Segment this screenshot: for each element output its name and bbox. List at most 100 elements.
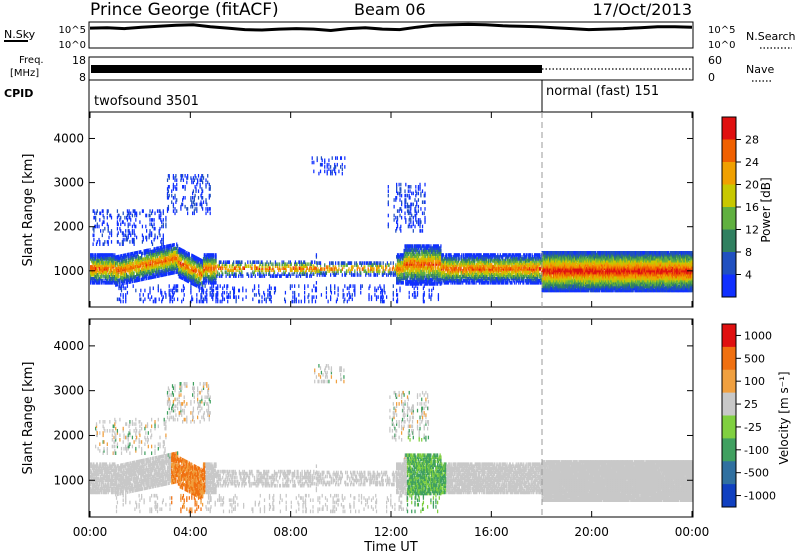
echo-cell [184,174,186,178]
echo-cell [93,237,95,242]
echo-cell [448,279,450,283]
echo-cell [216,290,218,295]
echo-cell [395,198,397,202]
echo-cell [421,250,424,254]
echo-cell [468,255,471,259]
echo-cell [121,242,124,246]
echo-cell [369,261,371,265]
echo-cell [173,284,175,288]
echo-cell [207,273,209,277]
echo-cell [162,255,164,259]
echo-cell [442,277,444,281]
echo-cell [279,262,281,266]
echo-cell [429,266,431,270]
echo-cell [330,171,332,176]
echo-cell [169,261,171,266]
echo-cell [125,277,127,281]
echo-cell [493,273,496,277]
echo-cell [428,262,430,266]
echo-cell [265,299,267,304]
echo-cell [439,250,441,254]
echo-cell [421,258,424,262]
echo-cell [460,275,462,279]
echo-cell [160,213,162,218]
echo-cell [464,257,466,261]
echo-cell [444,257,446,261]
echo-cell [434,278,436,282]
echo-cell [336,269,338,273]
echo-cell [444,261,446,265]
echo-cell [209,257,211,261]
echo-cell [435,276,437,280]
echo-cell [477,261,479,265]
echo-cell [403,274,405,279]
echo-cell [407,264,409,268]
echo-cell [424,258,426,262]
echo-cell [158,213,160,218]
echo-cell [493,255,496,259]
echo-cell [168,271,170,276]
echo-cell [350,271,353,275]
echo-cell [198,277,200,281]
echo-cell [478,259,480,263]
echo-cell [303,264,305,268]
echo-cell [257,272,259,276]
echo-cell [146,272,148,277]
echo-cell [445,269,447,273]
echo-cell [264,264,266,268]
echo-cell [90,275,92,279]
echo-cell [407,246,409,250]
echo-cell [499,265,501,269]
echo-cell [121,231,124,235]
echo-cell [346,286,348,291]
echo-cell [437,272,440,276]
echo-cell [465,257,467,261]
echo-cell [129,274,131,278]
echo-cell [295,266,297,270]
echo-cell [504,267,506,271]
echo-cell [149,218,151,222]
echo-cell [407,252,409,256]
echo-cell [410,260,412,264]
echo-cell [130,280,132,284]
echo-cell [187,265,190,270]
echo-cell [110,253,112,257]
echo-cell [441,259,443,263]
echo-cell [196,182,198,187]
echo-cell [129,222,131,227]
echo-cell [131,213,134,218]
echo-cell [202,288,205,293]
echo-cell [262,274,264,278]
echo-cell [411,282,414,286]
echo-cell [437,266,440,270]
echo-cell [481,261,483,265]
echo-cell [497,277,499,281]
echo-cell [379,263,381,267]
echo-cell [407,211,409,216]
echo-cell [207,261,210,265]
echo-cell [202,257,205,261]
echo-cell [109,261,111,265]
echo-cell [171,243,174,247]
echo-cell [434,256,436,260]
echo-cell [422,278,425,282]
echo-cell [210,261,212,265]
echo-cell [456,269,458,273]
echo-cell [207,265,210,269]
echo-cell [115,255,118,259]
echo-cell [414,276,416,280]
echo-cell [457,255,460,259]
echo-cell [113,257,115,261]
echo-cell [498,273,500,277]
echo-cell [192,281,194,286]
echo-cell [490,275,492,279]
echo-cell [117,231,119,235]
echo-cell [395,196,397,200]
echo-cell [196,274,198,278]
echo-cell [136,251,138,255]
echo-cell [396,275,399,279]
echo-cell [438,254,440,258]
echo-cell [94,281,96,285]
echo-cell [469,267,471,271]
echo-cell [354,293,356,297]
